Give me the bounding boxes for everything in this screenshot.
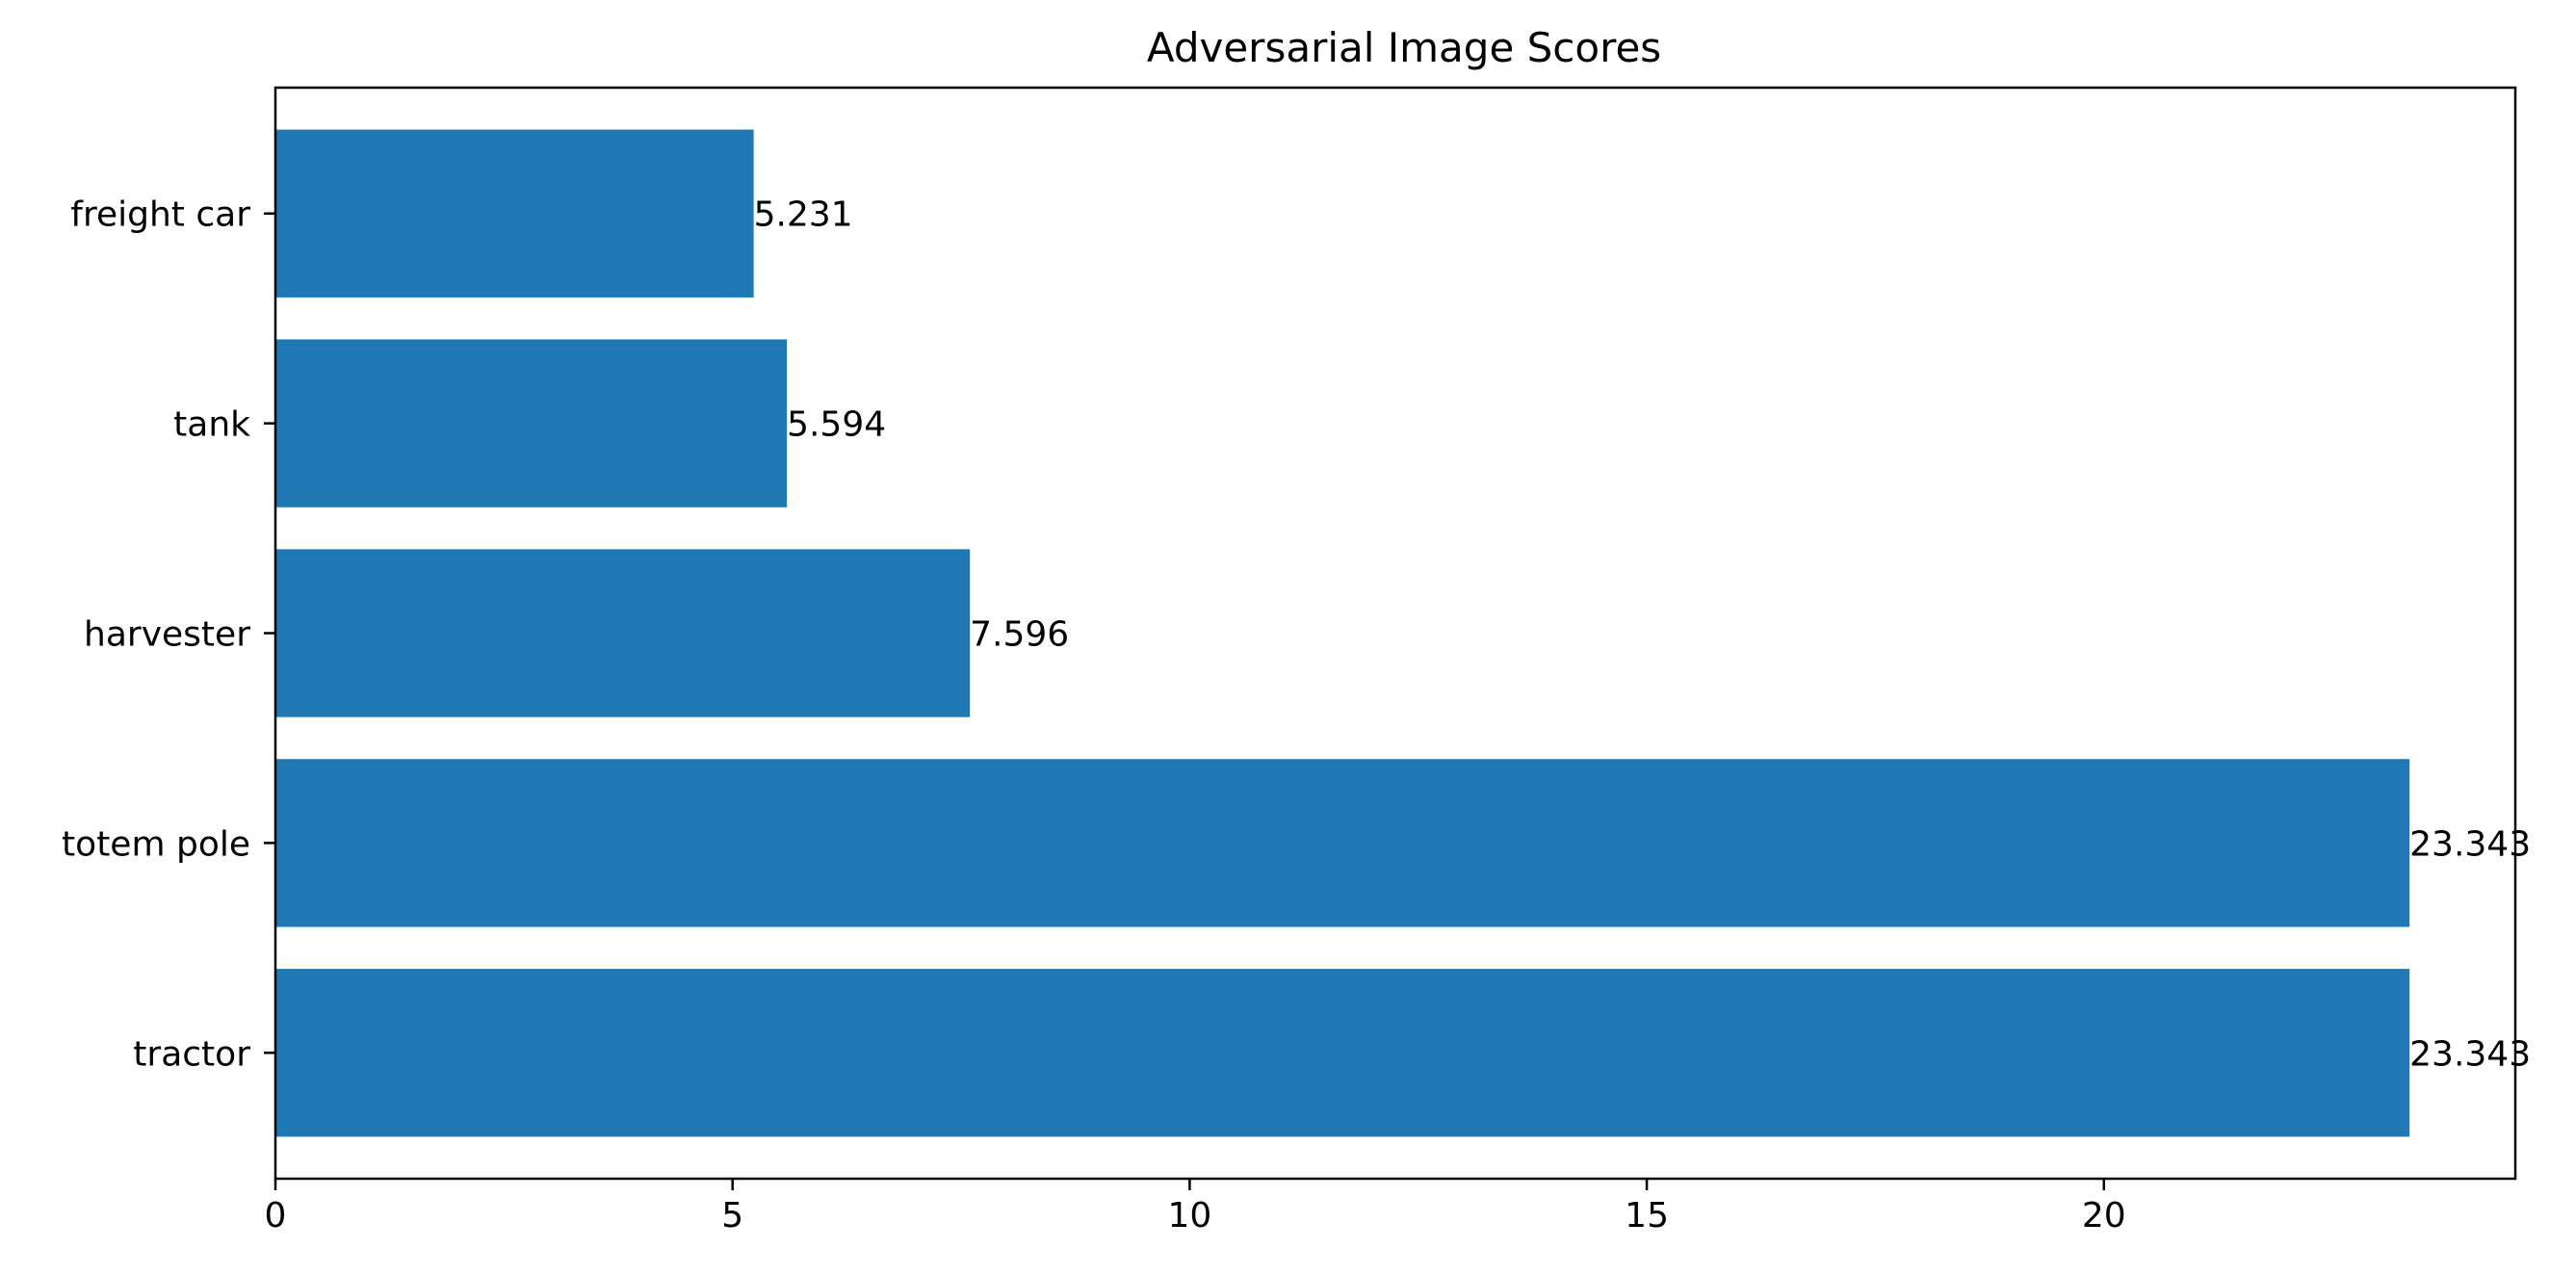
x-tick-label-0: 0 <box>265 1196 287 1236</box>
chart-title: Adversarial Image Scores <box>1147 24 1661 71</box>
y-axis: tractor totem pole harvester tank freight ca… <box>62 195 275 1074</box>
y-tick-label-harvester: harvester <box>84 615 250 655</box>
bar-tractor <box>275 969 2410 1137</box>
y-tick-label-totem-pole: totem pole <box>62 824 250 864</box>
y-tick-label-tractor: tractor <box>133 1034 250 1074</box>
x-tick-label-20: 20 <box>2082 1196 2126 1236</box>
bar-freight-car <box>275 129 754 298</box>
x-axis: 0 5 10 15 20 <box>265 1179 2126 1236</box>
y-tick-label-freight-car: freight car <box>70 195 250 235</box>
data-label-harvester: 7.596 <box>970 615 1069 655</box>
y-tick-label-tank: tank <box>173 405 250 445</box>
data-label-freight-car: 5.231 <box>754 195 853 235</box>
x-tick-label-15: 15 <box>1625 1196 1669 1236</box>
bar-totem-pole <box>275 759 2410 927</box>
data-label-tank: 5.594 <box>787 405 886 445</box>
x-tick-label-5: 5 <box>721 1196 743 1236</box>
data-label-tractor: 23.343 <box>2409 1034 2531 1074</box>
bar-harvester <box>275 549 971 717</box>
data-labels-layer: 23.343 23.343 7.596 5.594 5.231 <box>754 195 2531 1075</box>
x-tick-label-10: 10 <box>1167 1196 1211 1236</box>
bar-tank <box>275 339 788 507</box>
data-label-totem-pole: 23.343 <box>2409 824 2531 864</box>
plot-frame <box>273 86 2517 1181</box>
bars-layer <box>275 129 2410 1137</box>
